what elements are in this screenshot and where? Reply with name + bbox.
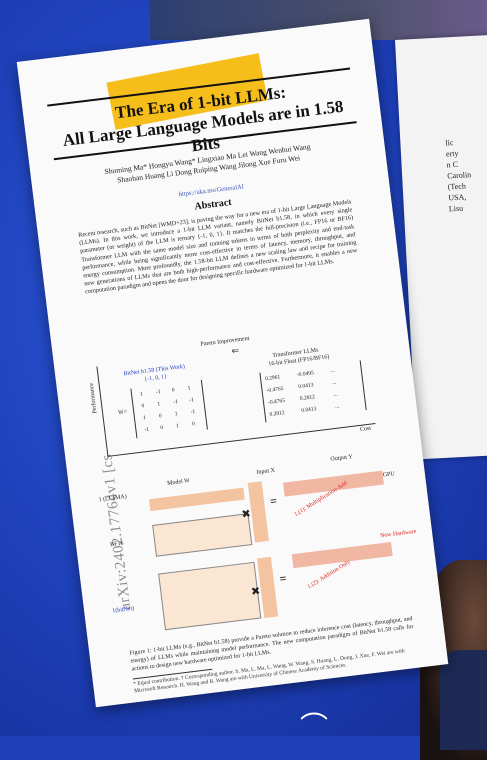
matrix-cell: ...: [334, 403, 340, 410]
matrix-cell: -1: [188, 397, 195, 404]
matrix-cell: -1: [155, 389, 161, 396]
matrix-cell: -0.4765: [267, 397, 286, 406]
multiply-icon: ✖: [240, 507, 252, 521]
w-label: W=: [117, 409, 128, 417]
matrix-cell: 0: [158, 413, 163, 420]
person-shirt: [440, 650, 487, 750]
row1-label: 1 (LLaMA): [98, 493, 128, 504]
matrix-cell: 1: [142, 414, 147, 422]
matrix-cell: 0.0413: [300, 406, 317, 414]
matrix-cell: 1: [187, 385, 191, 392]
side-line: Carolin: [446, 170, 472, 181]
figure-1: Pareto Improvement ⇐ Performance Cost Bi…: [81, 320, 417, 644]
matrix-cell: 0.0413: [298, 382, 314, 391]
bottom-arrow-icon: ⌒: [300, 710, 329, 743]
matrix-cell: -1: [173, 398, 179, 406]
ternary-matrix: 1 -1 0 1 0 1 -1 -1 1 0 1 -1 -1 0 1 0: [130, 379, 208, 439]
y-axis-label: Performance: [88, 382, 99, 414]
matrix-cell: -0.0495: [296, 370, 315, 379]
matrix-cell: 0: [171, 387, 176, 394]
matrix-cell: 0.2812: [299, 394, 316, 403]
equals-icon-2: =: [278, 571, 288, 586]
gpu-label: GPU: [382, 471, 396, 479]
model-label: Model W: [166, 478, 191, 487]
matrix-cell: 0: [191, 421, 196, 428]
matrix-cell: 0.2961: [264, 374, 281, 383]
row2-label: BF16: [109, 540, 124, 549]
side-line: Lisu: [448, 203, 464, 214]
matrix-cell: -1: [144, 426, 150, 434]
pareto-arrow-icon: ⇐: [230, 345, 240, 356]
matrix-cell: ...: [330, 367, 336, 375]
matrix-cell: 1: [175, 423, 180, 430]
output-label: Output Y: [330, 454, 354, 463]
secondary-document-text: lic erty n C Carolin (Tech USA, Lisu: [445, 136, 473, 214]
matrix-cell: ...: [333, 391, 339, 398]
float-matrix: 0.2961 -0.0495 ... -0.4765 0.0413 ... -0…: [259, 360, 367, 423]
matrix-cell: -1: [190, 408, 196, 416]
matrix-cell: 1: [157, 401, 161, 408]
bitnet-box-sub: {-1, 0, 1}: [144, 374, 168, 383]
matrix-cell: 0: [141, 403, 145, 410]
equals-icon: =: [269, 493, 278, 509]
input-label: Input X: [256, 467, 276, 476]
model-matrix-ternary: [158, 561, 262, 631]
matrix-cell: ...: [331, 379, 337, 386]
matrix-cell: 1: [139, 391, 144, 398]
model-matrix-fp: [152, 513, 253, 557]
new-hardware-label: New Hardware: [379, 528, 417, 540]
matrix-cell: 1: [174, 411, 178, 418]
matrix-cell: 0.2812: [269, 410, 285, 418]
model-strip: [148, 487, 245, 512]
multiply-icon-2: ✖: [250, 585, 261, 599]
matrix-cell: 0: [160, 424, 164, 432]
row3-label: 1(bitNet): [112, 605, 135, 615]
matrix-cell: -0.4765: [266, 385, 284, 395]
pareto-caption: Pareto Improvement: [200, 335, 250, 348]
x-axis-label: Cost: [359, 425, 372, 433]
